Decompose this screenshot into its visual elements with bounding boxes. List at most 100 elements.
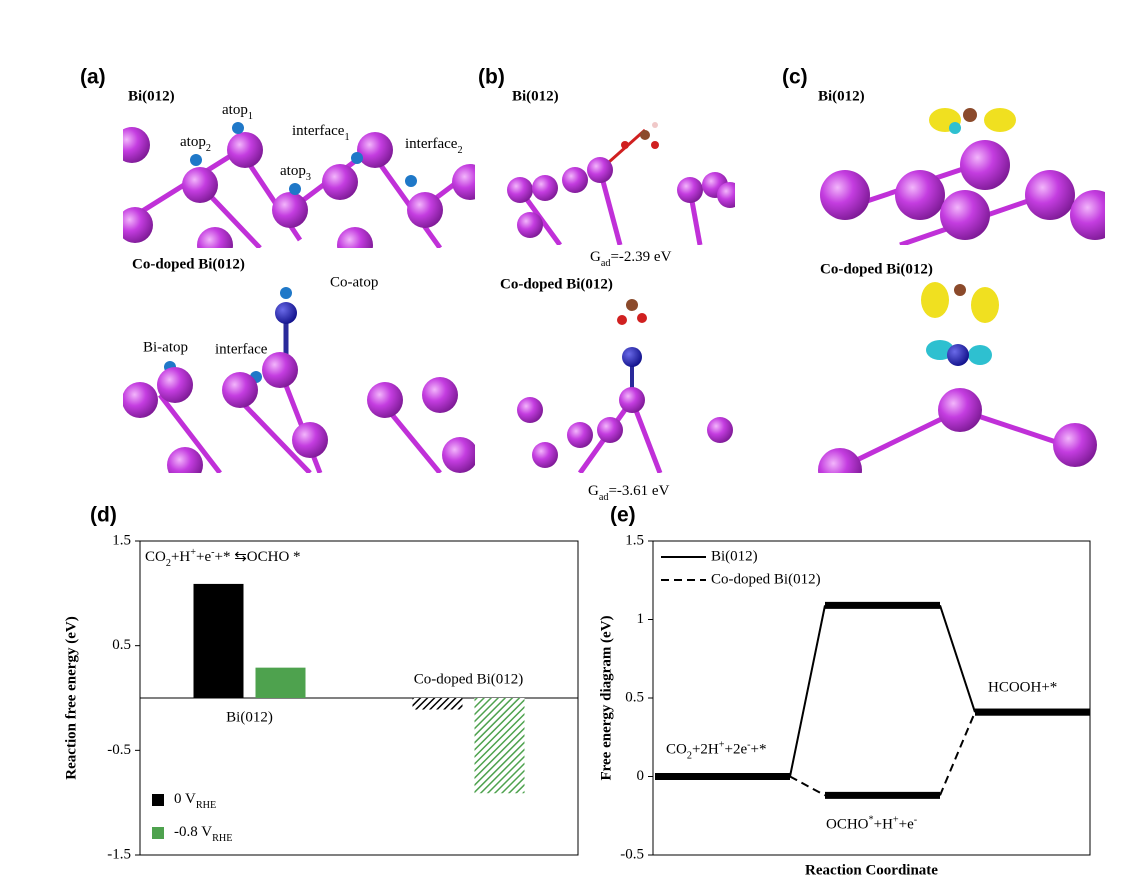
text-part: +e xyxy=(196,549,211,565)
panel-label: (b) xyxy=(478,66,505,89)
text-part: =-3.61 eV xyxy=(608,483,669,499)
text-part: +e xyxy=(899,817,914,833)
state-label: CO2+2H++2e-+* xyxy=(666,739,766,761)
structure-image xyxy=(123,302,475,473)
text-part: 1 xyxy=(248,111,253,122)
site-label: interface1 xyxy=(292,123,350,142)
text-part: +2H xyxy=(692,742,719,758)
bar xyxy=(193,583,244,698)
text-part: atop xyxy=(222,102,248,118)
site-label: Bi-atop xyxy=(143,339,188,355)
structure-image xyxy=(507,122,735,245)
site-label: interface2 xyxy=(405,136,463,155)
energy-connector xyxy=(939,605,976,713)
site-label: atop1 xyxy=(222,102,253,121)
text-part: + xyxy=(719,739,725,750)
legend-swatch xyxy=(152,827,164,839)
panel-label: (a) xyxy=(80,66,106,89)
text-part: CO xyxy=(666,742,687,758)
text-part: 2 xyxy=(457,145,462,156)
site-label: atop2 xyxy=(180,134,211,153)
panel-label: (c) xyxy=(782,66,808,89)
structure-image xyxy=(123,127,475,248)
bar xyxy=(474,698,525,794)
text-part: + xyxy=(190,547,196,558)
y-tick-label: 1.5 xyxy=(112,532,131,548)
text-part: interface xyxy=(292,123,345,139)
text-part: ad xyxy=(601,258,611,269)
bar xyxy=(255,667,306,698)
site-label: interface xyxy=(215,341,268,357)
legend-label: 0 VRHE xyxy=(174,791,216,810)
energy-connector xyxy=(939,711,976,796)
y-axis-title: Free energy diagram (eV) xyxy=(598,615,614,780)
y-tick-label: 0.5 xyxy=(112,637,131,653)
text-part: + xyxy=(893,814,899,825)
panel-title: Co-doped Bi(012) xyxy=(132,256,245,272)
text-part: - xyxy=(211,547,215,558)
structure-image xyxy=(820,108,1105,245)
panel-title: Bi(012) xyxy=(512,88,559,104)
legend-swatch xyxy=(152,794,164,806)
site-label: atop3 xyxy=(280,163,311,182)
text-part: atop xyxy=(280,163,306,179)
text-part: 2 xyxy=(687,750,692,761)
x-axis-title: Reaction Coordinate xyxy=(805,862,938,878)
y-tick-label: 1.5 xyxy=(625,532,644,548)
panel-title: Bi(012) xyxy=(818,88,865,104)
panel-label: (e) xyxy=(610,504,636,527)
text-part: -0.8 V xyxy=(174,824,212,840)
text-part: 2 xyxy=(206,143,211,154)
y-tick-label: -1.5 xyxy=(107,846,131,862)
energy-connector xyxy=(789,605,826,777)
structure-image xyxy=(517,299,733,473)
text-part: 2 xyxy=(166,558,171,569)
state-label: OCHO*+H++e- xyxy=(826,814,918,833)
text-part: =-2.39 eV xyxy=(610,249,671,265)
legend-label: Co-doped Bi(012) xyxy=(711,571,821,587)
legend-label: -0.8 VRHE xyxy=(174,824,232,843)
text-part: +* ⇆OCHO * xyxy=(215,549,301,565)
text-part: +* xyxy=(751,742,767,758)
text-part: RHE xyxy=(212,833,232,844)
text-part: G xyxy=(588,483,599,499)
y-tick-label: 0 xyxy=(637,768,645,784)
energy-label: Gad=-2.39 eV xyxy=(590,249,672,268)
text-part: 3 xyxy=(306,172,311,183)
y-axis-title: Reaction free energy (eV) xyxy=(63,616,79,779)
panel-title: Bi(012) xyxy=(128,88,175,104)
text-part: - xyxy=(914,814,918,825)
text-part: OCHO xyxy=(826,817,869,833)
text-part: * xyxy=(869,814,874,825)
text-part: G xyxy=(590,249,601,265)
y-tick-label: -0.5 xyxy=(107,742,131,758)
text-part: atop xyxy=(180,134,206,150)
energy-connector xyxy=(789,775,826,797)
text-part: CO xyxy=(145,549,166,565)
plot-frame xyxy=(652,540,1091,856)
text-part: 0 V xyxy=(174,791,196,807)
category-label: Bi(012) xyxy=(226,709,273,725)
text-part: - xyxy=(747,739,751,750)
category-label: Co-doped Bi(012) xyxy=(414,671,524,687)
y-tick-label: -0.5 xyxy=(620,846,644,862)
energy-label: Gad=-3.61 eV xyxy=(588,483,670,502)
panel-title: Co-doped Bi(012) xyxy=(500,276,613,292)
text-part: +H xyxy=(874,817,893,833)
text-part: RHE xyxy=(196,800,216,811)
panel-title: Co-doped Bi(012) xyxy=(820,261,933,277)
y-tick-label: 0.5 xyxy=(625,689,644,705)
text-part: +H xyxy=(171,549,190,565)
bar xyxy=(412,698,463,710)
text-part: interface xyxy=(405,136,458,152)
legend-label: Bi(012) xyxy=(711,548,758,564)
panel-label: (d) xyxy=(90,504,117,527)
structure-image xyxy=(818,282,1097,473)
text-part: ad xyxy=(599,492,609,503)
text-part: +2e xyxy=(724,742,747,758)
text-part: 1 xyxy=(344,132,349,143)
state-label: HCOOH+* xyxy=(988,680,1057,696)
y-tick-label: 1 xyxy=(637,611,645,627)
site-label: Co-atop xyxy=(330,274,378,290)
